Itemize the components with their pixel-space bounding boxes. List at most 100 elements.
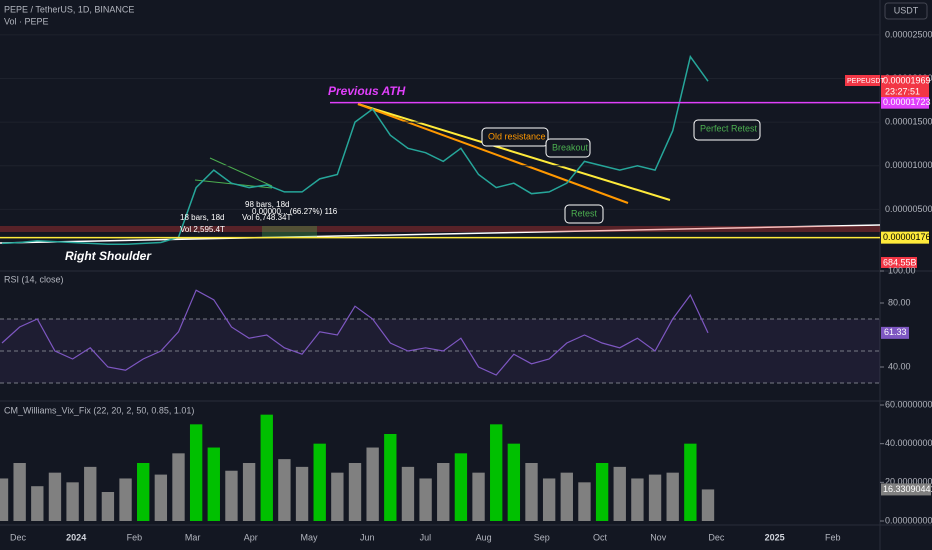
x-tick-label: May bbox=[300, 532, 318, 542]
x-tick-label: Jul bbox=[420, 532, 432, 542]
vix-bar bbox=[101, 492, 115, 521]
vix-bar bbox=[189, 424, 203, 521]
rsi-line bbox=[1, 289, 709, 376]
callout-box bbox=[545, 138, 591, 158]
vix-bar bbox=[48, 472, 62, 521]
price-label-box bbox=[881, 231, 929, 244]
vix-bar bbox=[207, 447, 220, 521]
vix-bar bbox=[613, 466, 626, 521]
x-tick-label: Mar bbox=[185, 532, 201, 542]
y-tick-label: 0.00001500 bbox=[885, 117, 932, 127]
annotation: 98 bars, 18d bbox=[245, 200, 289, 209]
vix-bar bbox=[631, 478, 644, 521]
annotation: 0.00000... (66.27%) 116 bbox=[252, 207, 338, 216]
y-tick-label: 80.00 bbox=[888, 297, 911, 307]
y-tick-label: 60.00000000 bbox=[885, 399, 932, 409]
zone bbox=[262, 226, 317, 238]
countdown-box bbox=[881, 86, 929, 97]
vix-bar bbox=[0, 478, 9, 521]
y-tick-label: 0.00002500 bbox=[885, 29, 932, 39]
vix-bar bbox=[225, 470, 238, 521]
annotation: Previous ATH bbox=[328, 84, 406, 98]
vix-bar bbox=[542, 478, 556, 521]
price-label-box bbox=[881, 96, 929, 109]
chart-subtitle: Vol · PEPE bbox=[4, 16, 49, 26]
vix-bar bbox=[84, 466, 97, 521]
vix-bar bbox=[313, 443, 326, 521]
currency-button-label[interactable]: USDT bbox=[894, 5, 919, 15]
y-tick-label: 0.00001000 bbox=[885, 160, 932, 170]
vix-bar bbox=[595, 463, 609, 521]
annotation: Retest bbox=[571, 208, 598, 218]
x-tick-label: 2024 bbox=[66, 532, 86, 542]
zone bbox=[0, 226, 880, 232]
vix-bar bbox=[331, 472, 344, 521]
symbol-box bbox=[845, 75, 880, 86]
x-tick-label: Feb bbox=[127, 532, 143, 542]
countdown: 23:27:51 bbox=[885, 86, 920, 96]
vix-bar bbox=[684, 443, 697, 521]
x-tick-label: Feb bbox=[825, 532, 841, 542]
vix-bar bbox=[490, 424, 503, 521]
vix-bar bbox=[560, 472, 573, 521]
x-tick-label: Nov bbox=[650, 532, 667, 542]
vix-bar bbox=[437, 463, 450, 521]
y-tick-label: 20.00000000 bbox=[885, 477, 932, 487]
y-tick-label: 40.00000000 bbox=[885, 438, 932, 448]
annotation: Perfect Retest bbox=[700, 123, 758, 133]
vix-bar bbox=[366, 447, 379, 521]
vix-bar bbox=[384, 434, 397, 521]
rsi-value-box bbox=[881, 326, 909, 339]
x-tick-label: Dec bbox=[708, 532, 725, 542]
trendline bbox=[357, 103, 671, 201]
vix-bar bbox=[278, 459, 291, 521]
symbol-label: PEPEUSDT bbox=[847, 78, 885, 85]
vix-bar bbox=[648, 474, 662, 521]
vix-bar bbox=[242, 463, 256, 521]
vix-bar bbox=[31, 486, 44, 521]
price-label: 0.00001723 bbox=[883, 97, 931, 107]
price-label-box bbox=[881, 75, 929, 88]
vix-bar bbox=[172, 453, 185, 521]
rsi-value-label: 61.33 bbox=[884, 327, 907, 337]
x-tick-label: Oct bbox=[593, 532, 608, 542]
vix-bar bbox=[66, 482, 79, 521]
annotation: Right Shoulder bbox=[65, 249, 152, 263]
vix-bar bbox=[419, 478, 432, 521]
annotation: Vol 6,748.34T bbox=[242, 213, 291, 222]
currency-button[interactable] bbox=[884, 2, 928, 20]
vix-bar bbox=[401, 466, 415, 521]
callout-box bbox=[564, 204, 604, 224]
y-tick-label: 0.00000000 bbox=[885, 515, 932, 525]
vix-title: CM_Williams_Vix_Fix (22, 20, 2, 50, 0.85… bbox=[4, 405, 194, 415]
pattern-line bbox=[209, 157, 273, 187]
y-tick-label: 100.00 bbox=[888, 265, 916, 275]
x-tick-label: Sep bbox=[534, 532, 550, 542]
vix-bar bbox=[507, 443, 521, 521]
vix-bar bbox=[525, 463, 538, 521]
trendline bbox=[0, 224, 881, 244]
volume-label: 684.55B bbox=[883, 257, 917, 267]
annotation: Old resistance bbox=[488, 131, 546, 141]
x-tick-label: Jun bbox=[360, 532, 375, 542]
vix-bar bbox=[472, 472, 485, 521]
vix-bar bbox=[578, 482, 591, 521]
x-tick-label: Apr bbox=[244, 532, 258, 542]
callout-box bbox=[481, 127, 549, 147]
vix-bar bbox=[295, 466, 309, 521]
vix-bar bbox=[454, 453, 468, 521]
vix-bar bbox=[154, 474, 168, 521]
x-tick-label: Aug bbox=[476, 532, 492, 542]
vix-bar bbox=[348, 463, 362, 521]
price-label: 0.00001969 bbox=[883, 76, 931, 86]
price-label: 0.00000176 bbox=[883, 232, 931, 242]
x-tick-label: Dec bbox=[10, 532, 27, 542]
vix-bar bbox=[13, 463, 26, 521]
annotation: Vol 2,595.4T bbox=[180, 225, 225, 234]
vix-value-box bbox=[881, 483, 931, 496]
annotation: 18 bars, 18d bbox=[180, 213, 224, 222]
chart-title: PEPE / TetherUS, 1D, BINANCE bbox=[4, 4, 134, 14]
rsi-title: RSI (14, close) bbox=[4, 274, 64, 284]
